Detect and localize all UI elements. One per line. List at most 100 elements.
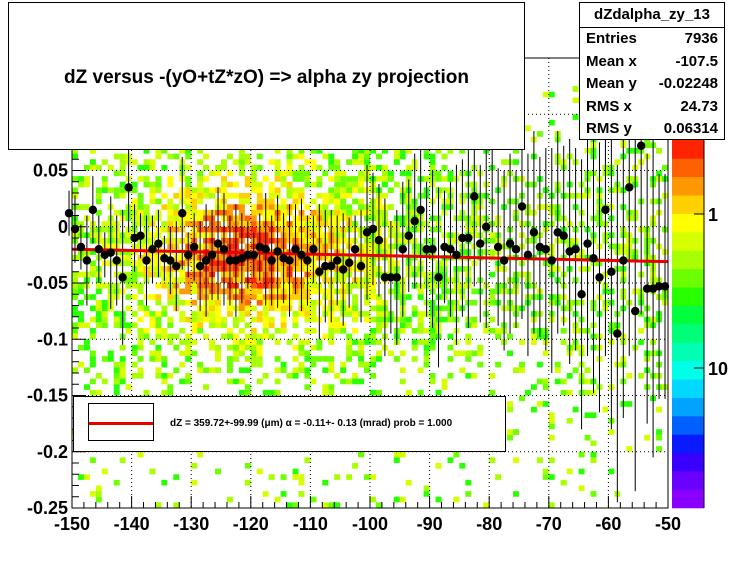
heat-cell	[197, 322, 204, 329]
heat-cell	[280, 367, 287, 374]
heat-cell	[185, 215, 192, 222]
heat-cell	[77, 344, 84, 351]
heat-cell	[125, 283, 132, 289]
heat-cell	[149, 311, 156, 317]
heat-cell	[83, 344, 90, 351]
heat-cell	[560, 328, 567, 334]
heat-cell	[274, 367, 281, 374]
heat-cell	[411, 328, 418, 334]
heat-cell	[423, 485, 430, 492]
heat-cell	[334, 328, 341, 334]
heat-cell	[185, 339, 192, 345]
heat-cell	[340, 204, 347, 210]
heat-cell	[268, 187, 275, 194]
heat-cell	[352, 294, 359, 300]
heat-cell	[191, 322, 198, 329]
heat-cell	[256, 333, 263, 340]
x-tick-label: -110	[293, 514, 328, 534]
heat-cell	[495, 361, 502, 368]
heat-cell	[238, 209, 245, 216]
heat-cell	[197, 187, 204, 194]
heat-cell	[310, 496, 317, 503]
heat-cell	[113, 384, 120, 390]
heat-cell	[352, 283, 359, 289]
heat-cell	[179, 361, 186, 368]
heat-cell	[167, 215, 174, 222]
y-tick-label: -0.05	[27, 273, 68, 293]
heat-cell	[221, 322, 227, 329]
heat-cell	[489, 389, 496, 396]
heat-cell	[375, 502, 382, 509]
heat-cell	[226, 333, 233, 340]
profile-point	[184, 250, 193, 260]
profile-point	[458, 233, 467, 243]
heat-cell	[447, 176, 454, 182]
profile-point	[523, 250, 533, 260]
heat-cell	[185, 148, 192, 154]
heat-cell	[250, 209, 257, 216]
heat-cell	[155, 283, 162, 289]
heat-cell	[310, 198, 317, 205]
heat-cell	[352, 350, 359, 357]
heat-cell	[286, 181, 293, 188]
heat-cell	[334, 316, 341, 323]
heat-cell	[250, 215, 257, 222]
heat-cell	[393, 153, 400, 160]
heat-cell	[226, 305, 233, 312]
heat-cell	[250, 350, 257, 357]
heat-cell	[274, 170, 281, 177]
heat-cell	[304, 384, 311, 390]
heat-cell	[370, 333, 376, 340]
heat-cell	[328, 389, 335, 396]
heat-cell	[280, 181, 287, 188]
profile-point	[511, 245, 521, 254]
heat-cell	[316, 193, 323, 199]
heat-cell	[256, 350, 263, 357]
heat-cell	[358, 378, 365, 385]
heat-cell	[274, 496, 281, 503]
heat-cell	[197, 215, 204, 222]
heat-cell	[143, 204, 150, 210]
heat-cell	[346, 181, 353, 188]
profile-point	[505, 239, 515, 248]
heat-cell	[346, 344, 353, 351]
x-tick-label: -80	[476, 514, 502, 534]
palette-swatch	[672, 305, 704, 325]
heat-cell	[578, 451, 585, 458]
heat-cell	[137, 305, 144, 312]
heat-cell	[77, 176, 84, 182]
heat-cell	[280, 176, 287, 182]
heat-cell	[542, 350, 549, 357]
heat-cell	[459, 367, 466, 374]
heat-cell	[548, 119, 555, 126]
heat-cell	[137, 283, 144, 289]
heat-cell	[226, 496, 233, 503]
heat-cell	[310, 361, 317, 368]
profile-point	[631, 306, 640, 316]
heat-cell	[256, 361, 263, 368]
heat-cell	[441, 153, 448, 160]
heat-cell	[191, 311, 198, 317]
heat-cell	[137, 198, 144, 205]
heat-cell	[417, 367, 424, 374]
heat-cell	[352, 299, 359, 306]
heat-cell	[483, 328, 490, 334]
heat-cell	[423, 344, 430, 351]
heat-cell	[125, 238, 132, 244]
heat-cell	[405, 479, 412, 486]
heat-cell	[334, 204, 341, 210]
heat-cell	[161, 193, 168, 199]
heat-cell	[542, 474, 549, 480]
heat-cell	[334, 176, 341, 182]
y-tick-label: 0	[58, 217, 68, 237]
profile-point	[124, 183, 133, 192]
heat-cell	[167, 384, 174, 390]
heat-cell	[548, 418, 555, 424]
heat-cell	[131, 373, 138, 379]
heat-cell	[83, 164, 90, 171]
heat-cell	[268, 474, 275, 480]
heat-cell	[548, 434, 555, 441]
heat-cell	[566, 389, 573, 396]
heat-cell	[89, 159, 96, 165]
heat-cell	[465, 491, 472, 497]
